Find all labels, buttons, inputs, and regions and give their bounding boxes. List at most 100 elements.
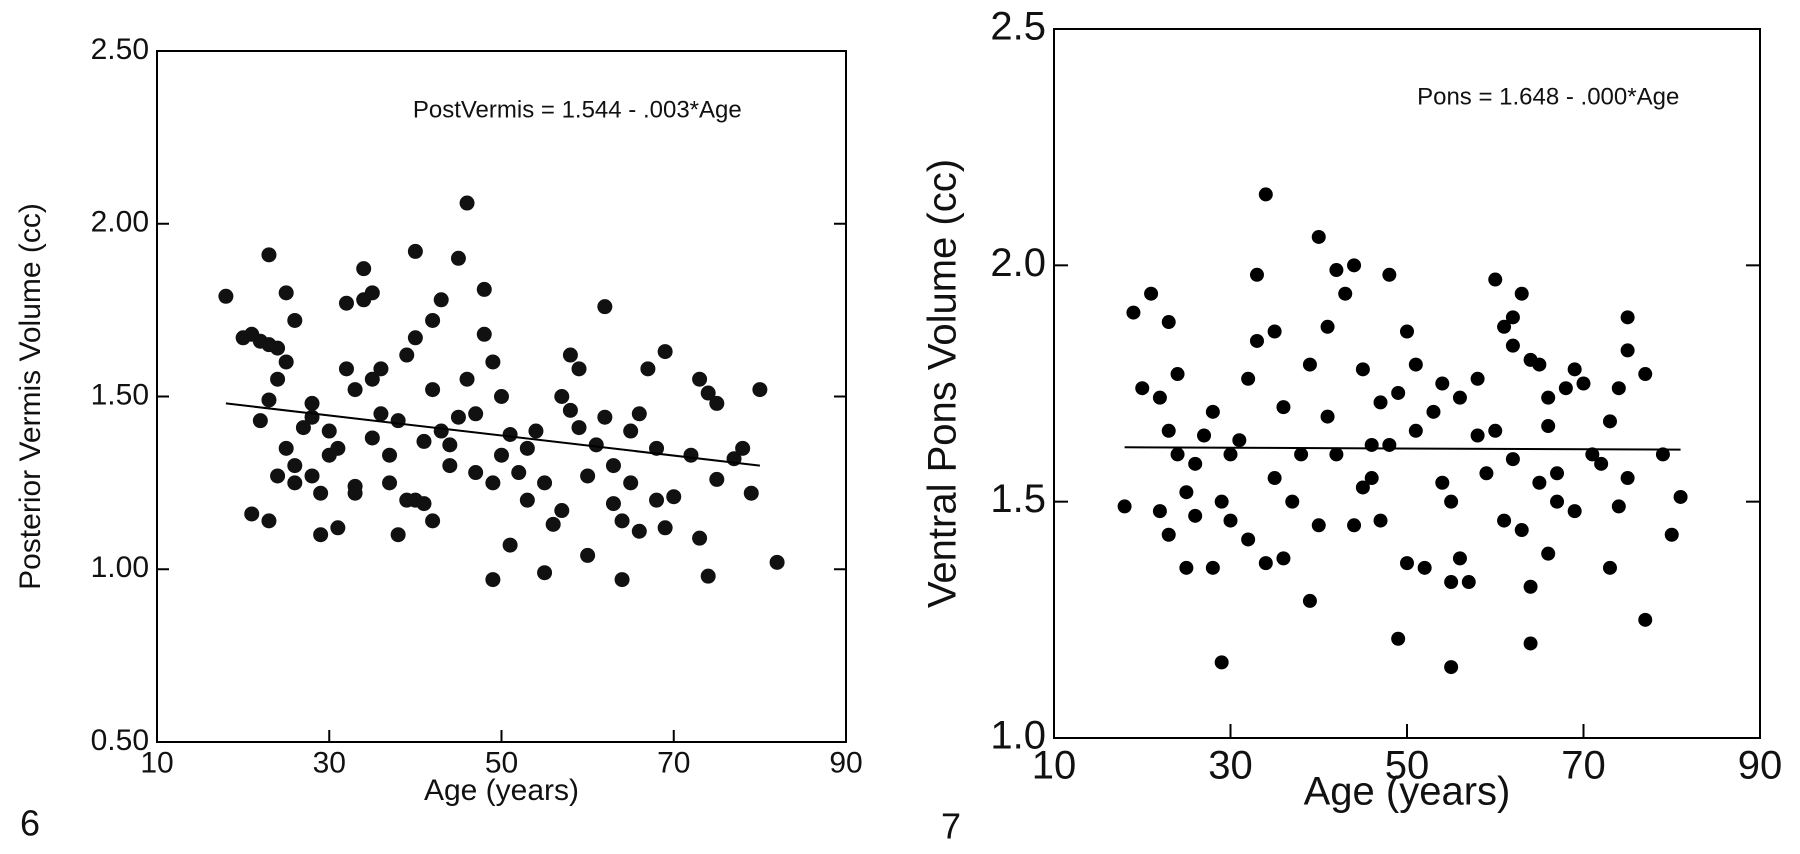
y-tick-label: 1.00 — [91, 551, 149, 584]
data-point — [1444, 494, 1459, 509]
x-tick-label: 70 — [657, 746, 690, 779]
x-axis-label: Age (years) — [424, 774, 579, 807]
data-point — [356, 261, 372, 277]
data-point — [1179, 560, 1194, 575]
data-point — [347, 485, 363, 501]
data-point — [735, 440, 751, 456]
data-point — [597, 409, 613, 425]
data-point — [304, 468, 320, 484]
data-point — [709, 395, 725, 411]
data-point — [1223, 447, 1238, 462]
data-point — [1444, 660, 1459, 675]
data-point — [390, 413, 406, 429]
data-point — [1241, 532, 1256, 547]
data-point — [1532, 357, 1547, 372]
data-point — [425, 382, 441, 398]
data-point — [1602, 560, 1617, 575]
data-point — [1382, 267, 1397, 282]
data-point — [502, 537, 518, 553]
data-point — [1452, 390, 1467, 405]
data-point — [631, 406, 647, 422]
data-point — [1673, 489, 1688, 504]
data-point — [1338, 286, 1353, 301]
panel-label: 6 — [20, 803, 40, 844]
data-point — [1294, 447, 1309, 462]
data-point — [1470, 428, 1485, 443]
y-tick-label: 1.0 — [990, 714, 1046, 758]
data-point — [1585, 447, 1600, 462]
data-point — [700, 568, 716, 584]
data-point — [1488, 423, 1503, 438]
data-point — [1541, 546, 1556, 561]
data-point — [1188, 456, 1203, 471]
data-point — [1152, 504, 1167, 519]
data-point — [519, 440, 535, 456]
data-point — [623, 423, 639, 439]
data-point — [1488, 272, 1503, 287]
data-point — [287, 312, 303, 328]
x-tick-label: 10 — [1032, 744, 1077, 788]
data-point — [270, 468, 286, 484]
y-tick-label: 2.50 — [91, 33, 149, 66]
data-point — [1285, 494, 1300, 509]
data-point — [580, 468, 596, 484]
data-point — [1444, 575, 1459, 590]
data-point — [588, 437, 604, 453]
data-point — [382, 447, 398, 463]
data-point — [1391, 385, 1406, 400]
data-point — [709, 471, 725, 487]
data-point — [1223, 513, 1238, 528]
data-point — [1497, 513, 1512, 528]
data-point — [1205, 560, 1220, 575]
data-point — [1505, 338, 1520, 353]
data-point — [270, 340, 286, 356]
data-point — [537, 565, 553, 581]
data-point — [1170, 367, 1185, 382]
data-point — [390, 527, 406, 543]
data-point — [1320, 319, 1335, 334]
data-point — [1523, 636, 1538, 651]
data-point — [450, 409, 466, 425]
x-tick-label: 10 — [140, 746, 173, 779]
data-point — [1435, 376, 1450, 391]
data-point — [278, 354, 294, 370]
data-point — [1258, 187, 1273, 202]
y-tick-label: 1.50 — [91, 378, 149, 411]
x-tick-label: 90 — [1738, 744, 1783, 788]
data-point — [1408, 357, 1423, 372]
trend-line — [1124, 446, 1681, 451]
data-point — [1532, 475, 1547, 490]
data-point — [330, 440, 346, 456]
data-point — [1620, 310, 1635, 325]
data-point — [1505, 310, 1520, 325]
data-point — [1514, 523, 1529, 538]
data-point — [571, 361, 587, 377]
data-point — [511, 465, 527, 481]
data-point — [1276, 400, 1291, 415]
data-point — [1505, 452, 1520, 467]
data-point — [252, 413, 268, 429]
data-point — [1408, 423, 1423, 438]
data-point — [433, 423, 449, 439]
data-point — [459, 371, 475, 387]
data-point — [270, 371, 286, 387]
data-point — [1320, 409, 1335, 424]
data-point — [571, 420, 587, 436]
data-point — [485, 354, 501, 370]
y-tick-label: 0.50 — [91, 724, 149, 757]
data-point — [373, 361, 389, 377]
data-point — [1541, 419, 1556, 434]
y-axis-label: Ventral Pons Volume (cc) — [921, 159, 965, 608]
data-point — [623, 475, 639, 491]
data-point — [1479, 466, 1494, 481]
data-point — [1144, 286, 1159, 301]
data-point — [519, 492, 535, 508]
data-point — [1373, 395, 1388, 410]
data-point — [433, 292, 449, 308]
data-point — [244, 506, 260, 522]
data-point — [1249, 333, 1264, 348]
data-point — [562, 347, 578, 363]
data-point — [425, 513, 441, 529]
data-point — [1400, 556, 1414, 571]
data-point — [1311, 229, 1326, 244]
